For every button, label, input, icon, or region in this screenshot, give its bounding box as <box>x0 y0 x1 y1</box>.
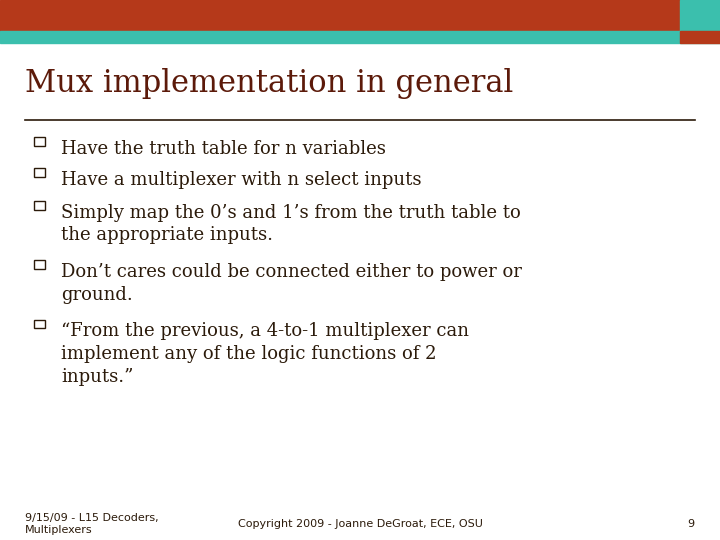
Text: Have a multiplexer with n select inputs: Have a multiplexer with n select inputs <box>61 171 422 189</box>
Bar <box>34 168 45 177</box>
Text: Don’t cares could be connected either to power or
ground.: Don’t cares could be connected either to… <box>61 263 522 304</box>
Bar <box>680 31 720 43</box>
Bar <box>0 31 720 43</box>
Text: Copyright 2009 - Joanne DeGroat, ECE, OSU: Copyright 2009 - Joanne DeGroat, ECE, OS… <box>238 519 482 529</box>
Bar <box>34 320 45 328</box>
Text: Mux implementation in general: Mux implementation in general <box>25 68 513 99</box>
Text: 9/15/09 - L15 Decoders,
Multiplexers: 9/15/09 - L15 Decoders, Multiplexers <box>25 512 159 535</box>
Bar <box>34 137 45 146</box>
Text: “From the previous, a 4-to-1 multiplexer can
implement any of the logic function: “From the previous, a 4-to-1 multiplexer… <box>61 322 469 386</box>
Bar <box>34 201 45 210</box>
Text: 9: 9 <box>688 519 695 529</box>
Bar <box>0 0 720 31</box>
Text: Have the truth table for n variables: Have the truth table for n variables <box>61 140 386 158</box>
Bar <box>34 260 45 269</box>
Text: Simply map the 0’s and 1’s from the truth table to
the appropriate inputs.: Simply map the 0’s and 1’s from the trut… <box>61 204 521 245</box>
Bar <box>680 0 720 31</box>
